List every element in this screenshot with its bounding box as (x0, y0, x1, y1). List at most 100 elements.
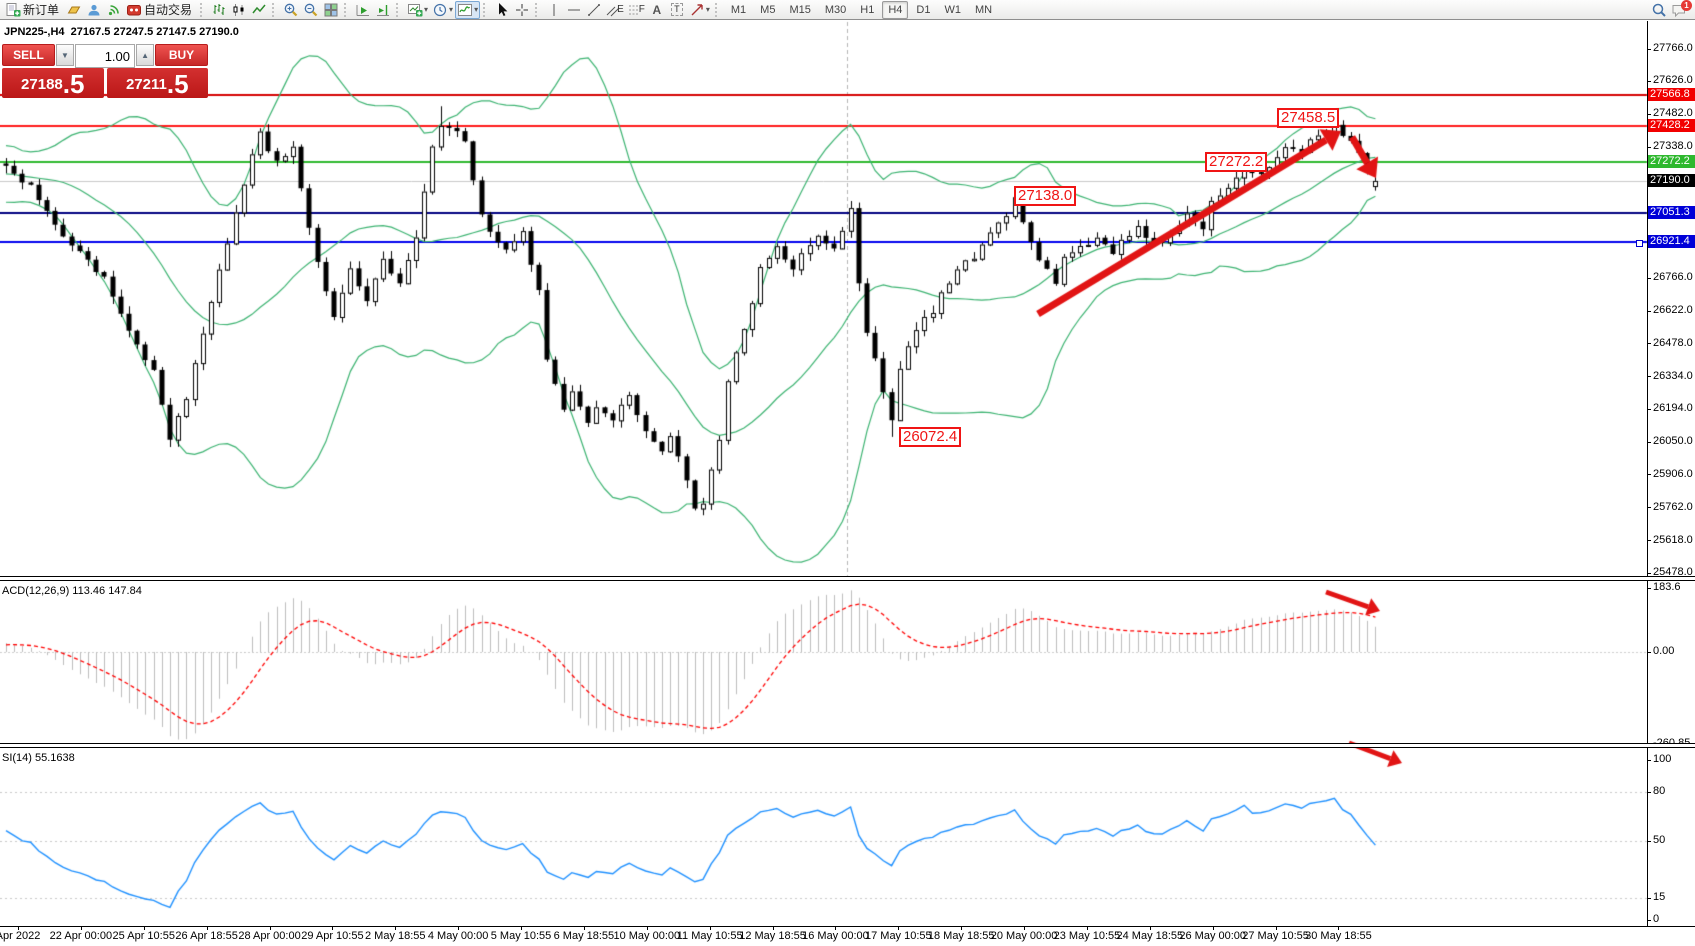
cursor-arrow-icon (494, 2, 510, 18)
zoom-out-button[interactable] (301, 1, 321, 19)
pane-divider[interactable] (0, 576, 1695, 581)
person-cloud-icon (86, 2, 102, 18)
timeframe-d1[interactable]: D1 (916, 3, 931, 16)
buy-price-main: 27211 (125, 76, 167, 93)
horizontal-line-icon (566, 2, 582, 18)
gold-bar-icon (66, 2, 82, 18)
new-chart-button[interactable]: ▾ (405, 1, 430, 19)
one-click-trading-panel: SELL ▼ ▲ BUY 27188 .5 27211 .5 (2, 44, 208, 98)
autotrading-button[interactable]: 自动交易 (124, 1, 197, 19)
sell-price-main: 27188 (21, 76, 63, 93)
volume-up-button[interactable]: ▲ (136, 44, 155, 66)
tile-windows-icon (323, 2, 339, 18)
mql5-community-button[interactable] (84, 1, 104, 19)
channel-icon (606, 2, 620, 18)
fibonacci-tool[interactable]: F (626, 1, 647, 19)
chart-title: JPN225-,H4 27167.5 27247.5 27147.5 27190… (4, 26, 239, 38)
timeframe-m1[interactable]: M1 (730, 3, 747, 16)
bar-chart-button[interactable] (209, 1, 229, 19)
pane-divider[interactable] (0, 743, 1695, 748)
line-chart-icon (251, 2, 267, 18)
clock-icon (432, 2, 448, 18)
timeframe-h4[interactable]: H4 (882, 0, 909, 19)
robot-icon (126, 2, 142, 18)
sell-button[interactable]: SELL (2, 44, 55, 66)
metaeditor-button[interactable] (64, 1, 84, 19)
tile-windows-button[interactable] (321, 1, 341, 19)
trendline-icon (586, 2, 602, 18)
new-order-icon (5, 2, 21, 18)
autotrading-label: 自动交易 (144, 3, 193, 17)
search-icon (1651, 2, 1667, 18)
search-button[interactable] (1649, 1, 1669, 19)
line-selection-handle[interactable] (1636, 240, 1643, 247)
equidistant-channel-tool[interactable]: E (604, 1, 626, 19)
signals-button[interactable] (104, 1, 124, 19)
periods-button[interactable]: ▾ (430, 1, 455, 19)
time-axis-line (0, 926, 1695, 927)
text-tool[interactable]: A (647, 1, 667, 19)
zoom-out-icon (303, 2, 319, 18)
main-toolbar: 新订单 自动交易 ▾ ▾ ▾ E F A T ▾ (0, 0, 1695, 20)
timeframe-m30[interactable]: M30 (824, 3, 847, 16)
sell-price-frac: .5 (62, 69, 85, 99)
toolbar-separator (344, 2, 350, 17)
crosshair-button[interactable] (512, 1, 532, 19)
toolbar-separator (396, 2, 402, 17)
chevron-down-icon: ▾ (474, 5, 479, 14)
fibonacci-letter: F (638, 4, 645, 15)
sell-price-display[interactable]: 27188 .5 (2, 68, 104, 98)
timeframe-m15[interactable]: M15 (789, 3, 811, 16)
vertical-line-tool[interactable] (544, 1, 564, 19)
chart-shift-button[interactable] (373, 1, 393, 19)
crosshair-icon (514, 2, 530, 18)
auto-scroll-icon (355, 2, 371, 18)
volume-down-button[interactable]: ▼ (55, 44, 74, 66)
auto-scroll-button[interactable] (353, 1, 373, 19)
zoom-in-icon (283, 2, 299, 18)
buy-button[interactable]: BUY (155, 44, 208, 66)
new-order-label: 新订单 (23, 3, 60, 17)
price-axis-line (1647, 21, 1648, 926)
text-label-tool[interactable]: T (667, 1, 687, 19)
chat-button[interactable]: 1 (1669, 0, 1692, 19)
toolbar-separator (483, 2, 489, 17)
line-chart-button[interactable] (249, 1, 269, 19)
timeframe-mn[interactable]: MN (974, 3, 993, 16)
timeframe-h1[interactable]: H1 (860, 3, 875, 16)
chart-shift-icon (375, 2, 391, 18)
timeframe-m5[interactable]: M5 (760, 3, 776, 16)
vertical-line-icon (546, 2, 562, 18)
chevron-down-icon: ▾ (424, 5, 429, 14)
buy-price-display[interactable]: 27211 .5 (106, 68, 208, 98)
new-order-button[interactable]: 新订单 (3, 1, 64, 19)
signal-waves-icon (106, 2, 122, 18)
notification-badge: 1 (1681, 0, 1692, 11)
rsi-label: SI(14) 55.1638 (2, 752, 75, 764)
toolbar-separator (714, 2, 721, 17)
timeframe-w1[interactable]: W1 (944, 3, 961, 16)
new-chart-icon (407, 2, 423, 18)
cursor-button[interactable] (492, 1, 512, 19)
horizontal-line-tool[interactable] (564, 1, 584, 19)
arrow-glyph-icon (689, 2, 705, 18)
channel-letter: E (617, 4, 624, 15)
indicators-button[interactable]: ▾ (455, 0, 481, 19)
toolbar-separator (535, 2, 541, 17)
volume-input[interactable] (75, 44, 135, 68)
zoom-in-button[interactable] (281, 1, 301, 19)
ohlc-bars-icon (211, 2, 227, 18)
macd-label: ACD(12,26,9) 113.46 147.84 (2, 585, 142, 597)
arrows-tool[interactable]: ▾ (687, 1, 712, 19)
indicator-curve-icon (457, 2, 473, 18)
timeframe-bar: M1 M5 M15 M30 H1 H4 D1 W1 MN (724, 0, 999, 19)
toolbar-separator (272, 2, 278, 17)
trendline-tool[interactable] (584, 1, 604, 19)
chevron-down-icon: ▾ (449, 5, 454, 14)
label-tool-letter: T (671, 3, 683, 16)
toolbar-separator (200, 2, 206, 17)
text-tool-letter: A (652, 2, 662, 17)
candlestick-chart-button[interactable] (229, 1, 249, 19)
